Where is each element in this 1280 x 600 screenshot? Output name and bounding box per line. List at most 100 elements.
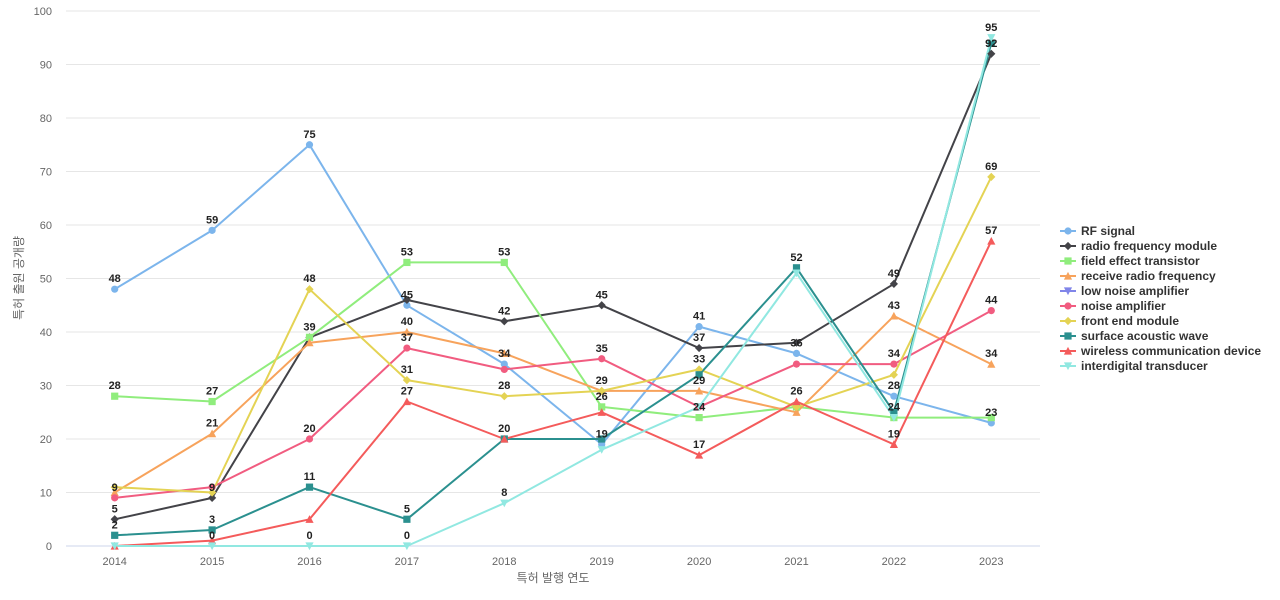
- legend-item[interactable]: field effect transistor: [1060, 254, 1200, 268]
- x-tick-label: 2023: [979, 556, 1003, 568]
- series-line: [113, 240, 993, 547]
- data-label: 35: [596, 343, 608, 355]
- series-lines: [113, 36, 993, 547]
- data-label: 49: [888, 268, 900, 280]
- data-point: [305, 435, 314, 443]
- data-point: [792, 338, 801, 347]
- legend-label: wireless communication device: [1080, 344, 1261, 358]
- legend-label: surface acoustic wave: [1081, 329, 1209, 343]
- data-point: [305, 483, 314, 491]
- data-point: [889, 370, 898, 379]
- data-point: [890, 408, 898, 416]
- data-label: 48: [109, 273, 121, 285]
- data-label: 45: [401, 289, 413, 301]
- data-label: 9: [112, 482, 118, 494]
- data-point: [208, 429, 217, 438]
- data-point: [890, 392, 898, 400]
- data-point: [500, 349, 509, 357]
- legend-marker: [1063, 346, 1073, 355]
- legend-item[interactable]: noise amplifier: [1060, 299, 1166, 313]
- y-tick-label: 40: [40, 327, 52, 339]
- data-point: [695, 343, 704, 353]
- data-point: [987, 307, 995, 315]
- data-label: 28: [498, 380, 510, 392]
- data-point: [403, 301, 411, 309]
- y-tick-label: 20: [40, 434, 52, 446]
- x-tick-label: 2019: [589, 556, 613, 568]
- data-label: 24: [888, 402, 901, 414]
- legend-marker: [1063, 241, 1073, 251]
- data-point: [500, 499, 509, 508]
- x-axis-title: 특허 발행 연도: [517, 570, 590, 585]
- legend-item[interactable]: interdigital transducer: [1060, 359, 1208, 373]
- y-tick-label: 50: [40, 274, 52, 286]
- data-point: [403, 344, 411, 352]
- data-label: 48: [303, 273, 315, 285]
- x-tick-label: 2022: [882, 556, 906, 568]
- legend-marker: [1063, 362, 1073, 371]
- legend-marker: [1064, 332, 1072, 340]
- data-label: 43: [888, 300, 900, 312]
- data-point: [890, 360, 898, 368]
- data-point: [792, 408, 801, 416]
- legend-label: front end module: [1081, 314, 1179, 328]
- data-label: 40: [401, 316, 413, 328]
- data-label: 0: [404, 530, 410, 542]
- legend-label: interdigital transducer: [1081, 359, 1208, 373]
- legend-marker: [1064, 302, 1072, 310]
- data-point: [987, 49, 996, 58]
- series-markers: [110, 34, 996, 551]
- data-point: [598, 355, 606, 363]
- legend-item[interactable]: wireless communication device: [1060, 344, 1261, 358]
- data-label: 45: [596, 289, 608, 301]
- x-tick-label: 2020: [687, 556, 711, 568]
- data-label: 39: [303, 321, 315, 333]
- y-tick-label: 30: [40, 381, 52, 393]
- legend-item[interactable]: receive radio frequency: [1060, 269, 1216, 283]
- data-label: 20: [303, 423, 315, 435]
- data-label: 26: [596, 391, 608, 403]
- legend-item[interactable]: radio frequency module: [1060, 239, 1217, 253]
- data-point: [110, 542, 119, 551]
- data-point: [305, 515, 314, 523]
- legend-label: noise amplifier: [1081, 299, 1166, 313]
- data-point: [987, 236, 996, 245]
- legend-item[interactable]: RF signal: [1060, 224, 1135, 238]
- data-point: [208, 483, 216, 491]
- legend-marker: [1064, 227, 1072, 235]
- data-point: [305, 141, 314, 149]
- y-tick-label: 80: [40, 113, 52, 125]
- x-tick-label: 2021: [784, 556, 808, 568]
- data-point: [403, 515, 411, 523]
- legend-item[interactable]: front end module: [1060, 314, 1179, 328]
- data-label: 28: [888, 380, 900, 392]
- data-label: 29: [596, 375, 608, 387]
- data-point: [792, 360, 801, 368]
- data-point: [208, 397, 216, 406]
- data-point: [402, 295, 411, 304]
- data-point: [402, 376, 411, 385]
- data-label: 53: [401, 246, 413, 258]
- y-axis-title: 특허 출원 공개량: [12, 236, 26, 320]
- data-point: [208, 526, 216, 534]
- y-tick-label: 100: [34, 6, 52, 18]
- data-label: 27: [401, 386, 413, 398]
- data-label: 31: [401, 364, 413, 376]
- data-label: 19: [596, 428, 608, 440]
- data-label: 37: [401, 332, 413, 344]
- data-label: 17: [693, 439, 705, 451]
- legend-label: field effect transistor: [1081, 254, 1200, 268]
- legend-item[interactable]: surface acoustic wave: [1060, 329, 1209, 343]
- data-label: 59: [206, 214, 218, 226]
- data-label: 19: [888, 428, 900, 440]
- legend-item[interactable]: low noise amplifier: [1060, 284, 1189, 298]
- data-point: [889, 440, 898, 448]
- data-point: [695, 403, 704, 411]
- legend-marker: [1064, 257, 1072, 265]
- data-point: [500, 360, 508, 368]
- data-label: 0: [306, 530, 312, 542]
- data-label: 9: [209, 482, 215, 494]
- data-label: 95: [985, 22, 997, 34]
